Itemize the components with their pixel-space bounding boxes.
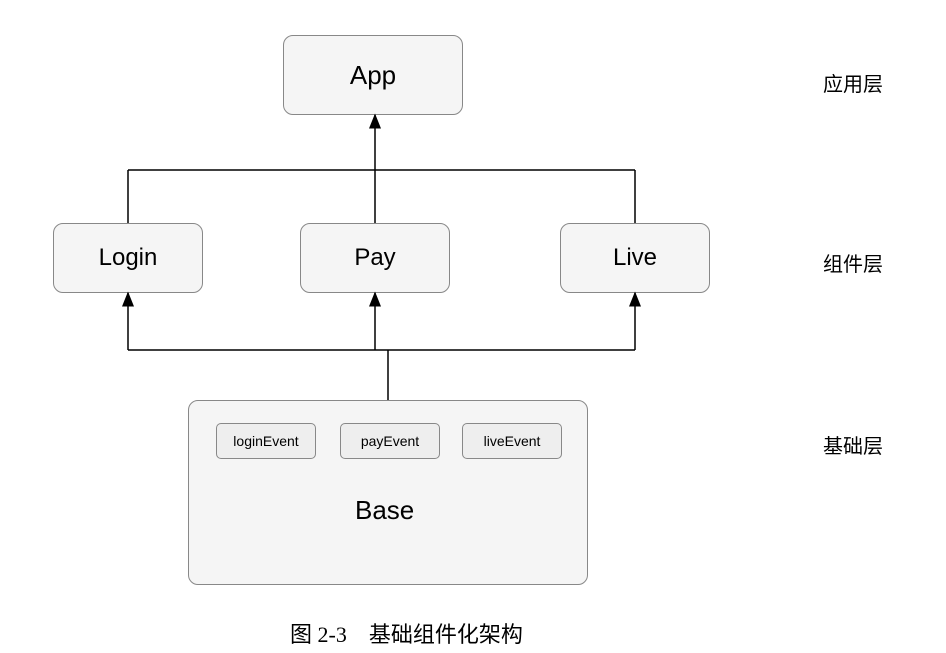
figure-caption: 图 2-3 基础组件化架构	[290, 617, 523, 649]
login-node: Login	[53, 223, 203, 293]
login-node-label: Login	[99, 244, 158, 272]
pay-node: Pay	[300, 223, 450, 293]
pay-event-node: payEvent	[340, 423, 440, 459]
login-event-node: loginEvent	[216, 423, 316, 459]
live-event-node: liveEvent	[462, 423, 562, 459]
live-node-label: Live	[613, 244, 657, 272]
base-layer-label: 基础层	[823, 430, 883, 459]
pay-node-label: Pay	[354, 244, 395, 272]
app-node-label: App	[350, 60, 396, 91]
pay-event-label: payEvent	[361, 433, 419, 449]
component-layer-label: 组件层	[823, 248, 883, 277]
app-node: App	[283, 35, 463, 115]
architecture-diagram: App Login Pay Live loginEvent payEvent l…	[0, 0, 946, 653]
live-node: Live	[560, 223, 710, 293]
live-event-label: liveEvent	[484, 433, 541, 449]
login-event-label: loginEvent	[233, 433, 298, 449]
app-layer-label: 应用层	[823, 68, 883, 97]
base-node-label: Base	[355, 495, 414, 526]
